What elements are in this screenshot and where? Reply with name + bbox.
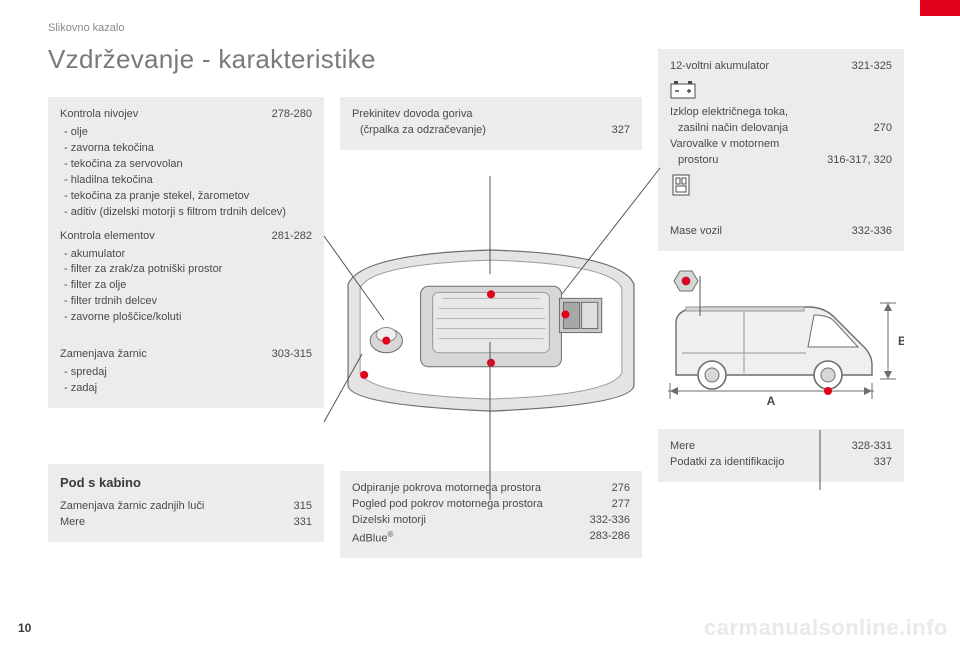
fuelcutoff-l1: Prekinitev dovoda goriva	[352, 107, 630, 123]
row-label: Odpiranje pokrova motornega prostora	[352, 481, 612, 497]
cabfloor-row-pages: 315	[294, 499, 312, 515]
levels-list: olje zavorna tekočina tekočina za servov…	[60, 125, 312, 221]
row-pages: 276	[612, 481, 630, 497]
list-item: filter za zrak/za potniški prostor	[60, 262, 312, 278]
elements-head: Kontrola elementov	[60, 229, 272, 245]
row-pages: 283-286	[590, 529, 630, 548]
row-label: Mere	[670, 439, 852, 455]
col-left: Kontrola nivojev 278-280 olje zavorna te…	[48, 97, 324, 558]
card-cabfloor: Pod s kabino Zamenjava žarnic zadnjih lu…	[48, 464, 324, 542]
list-item: spredaj	[60, 365, 312, 381]
svg-text:A: A	[767, 394, 776, 408]
card-dims: Mere 328-331 Podatki za identifikacijo 3…	[658, 429, 904, 482]
list-item: filter za olje	[60, 278, 312, 294]
engine-illustration	[340, 244, 642, 415]
battery-icon	[670, 79, 696, 99]
van-illustration: A B	[658, 265, 904, 415]
levels-pages: 278-280	[272, 107, 312, 123]
card-fuel-cutoff: Prekinitev dovoda goriva (črpalka za odz…	[340, 97, 642, 150]
cutoff-l1: Izklop električnega toka,	[670, 105, 892, 121]
fuelcutoff-l2: (črpalka za odzračevanje)	[352, 123, 612, 139]
fuses-pages: 316-317, 320	[827, 153, 892, 169]
page-number: 10	[18, 621, 31, 635]
weights-pages: 332-336	[852, 224, 892, 240]
col-right: 12-voltni akumulator 321-325 Izklop elek…	[658, 49, 904, 558]
row-label: AdBlue®	[352, 529, 590, 548]
battery-pages: 321-325	[852, 59, 892, 75]
levels-head: Kontrola nivojev	[60, 107, 272, 123]
cutoff-l2: zasilni način delovanja	[670, 121, 874, 137]
cabfloor-row-pages: 331	[294, 515, 312, 531]
section-label: Slikovno kazalo	[48, 22, 932, 34]
battery-label: 12-voltni akumulator	[670, 59, 852, 75]
row-pages: 332-336	[590, 513, 630, 529]
accent-bar	[920, 0, 960, 16]
list-item: tekočina za pranje stekel, žarometov	[60, 189, 312, 205]
cabfloor-heading: Pod s kabino	[60, 474, 312, 493]
list-item: zavorna tekočina	[60, 141, 312, 157]
fuses-l2: prostoru	[670, 153, 827, 169]
fuelcutoff-pages: 327	[612, 123, 630, 139]
list-item: aditiv (dizelski motorji s filtrom trdni…	[60, 205, 312, 221]
bulbs-list: spredaj zadaj	[60, 365, 312, 397]
bulbs-head: Zamenjava žarnic	[60, 347, 272, 363]
page: Slikovno kazalo Vzdrževanje - karakteris…	[0, 0, 960, 649]
weights-label: Mase vozil	[670, 224, 852, 240]
list-item: zadaj	[60, 381, 312, 397]
card-engine-access: Odpiranje pokrova motornega prostora 276…	[340, 471, 642, 558]
card-weights: Mase vozil 332-336	[658, 214, 904, 251]
card-bulbs: Zamenjava žarnic 303-315 spredaj zadaj	[48, 337, 324, 408]
list-item: tekočina za servovolan	[60, 157, 312, 173]
bulbs-pages: 303-315	[272, 347, 312, 363]
list-item: akumulator	[60, 247, 312, 263]
watermark: carmanualsonline.info	[704, 615, 948, 641]
row-pages: 277	[612, 497, 630, 513]
fuses-l1: Varovalke v motornem	[670, 137, 892, 153]
list-item: hladilna tekočina	[60, 173, 312, 189]
row-pages: 337	[874, 455, 892, 471]
fusebox-icon	[670, 173, 692, 197]
row-label: Dizelski motorji	[352, 513, 590, 529]
card-levels: Kontrola nivojev 278-280 olje zavorna te…	[48, 97, 324, 337]
cabfloor-row-label: Mere	[60, 515, 294, 531]
elements-list: akumulator filter za zrak/za potniški pr…	[60, 247, 312, 327]
list-item: filter trdnih delcev	[60, 294, 312, 310]
row-pages: 328-331	[852, 439, 892, 455]
card-battery-fuses: 12-voltni akumulator 321-325 Izklop elek…	[658, 49, 904, 214]
row-label: Podatki za identifikacijo	[670, 455, 874, 471]
cabfloor-row-label: Zamenjava žarnic zadnjih luči	[60, 499, 294, 515]
svg-text:B: B	[898, 334, 904, 348]
list-item: zavorne ploščice/koluti	[60, 310, 312, 326]
cutoff-pages: 270	[874, 121, 892, 137]
elements-pages: 281-282	[272, 229, 312, 245]
col-mid: Prekinitev dovoda goriva (črpalka za odz…	[340, 97, 642, 558]
list-item: olje	[60, 125, 312, 141]
row-label: Pogled pod pokrov motornega prostora	[352, 497, 612, 513]
columns: Kontrola nivojev 278-280 olje zavorna te…	[48, 97, 932, 558]
